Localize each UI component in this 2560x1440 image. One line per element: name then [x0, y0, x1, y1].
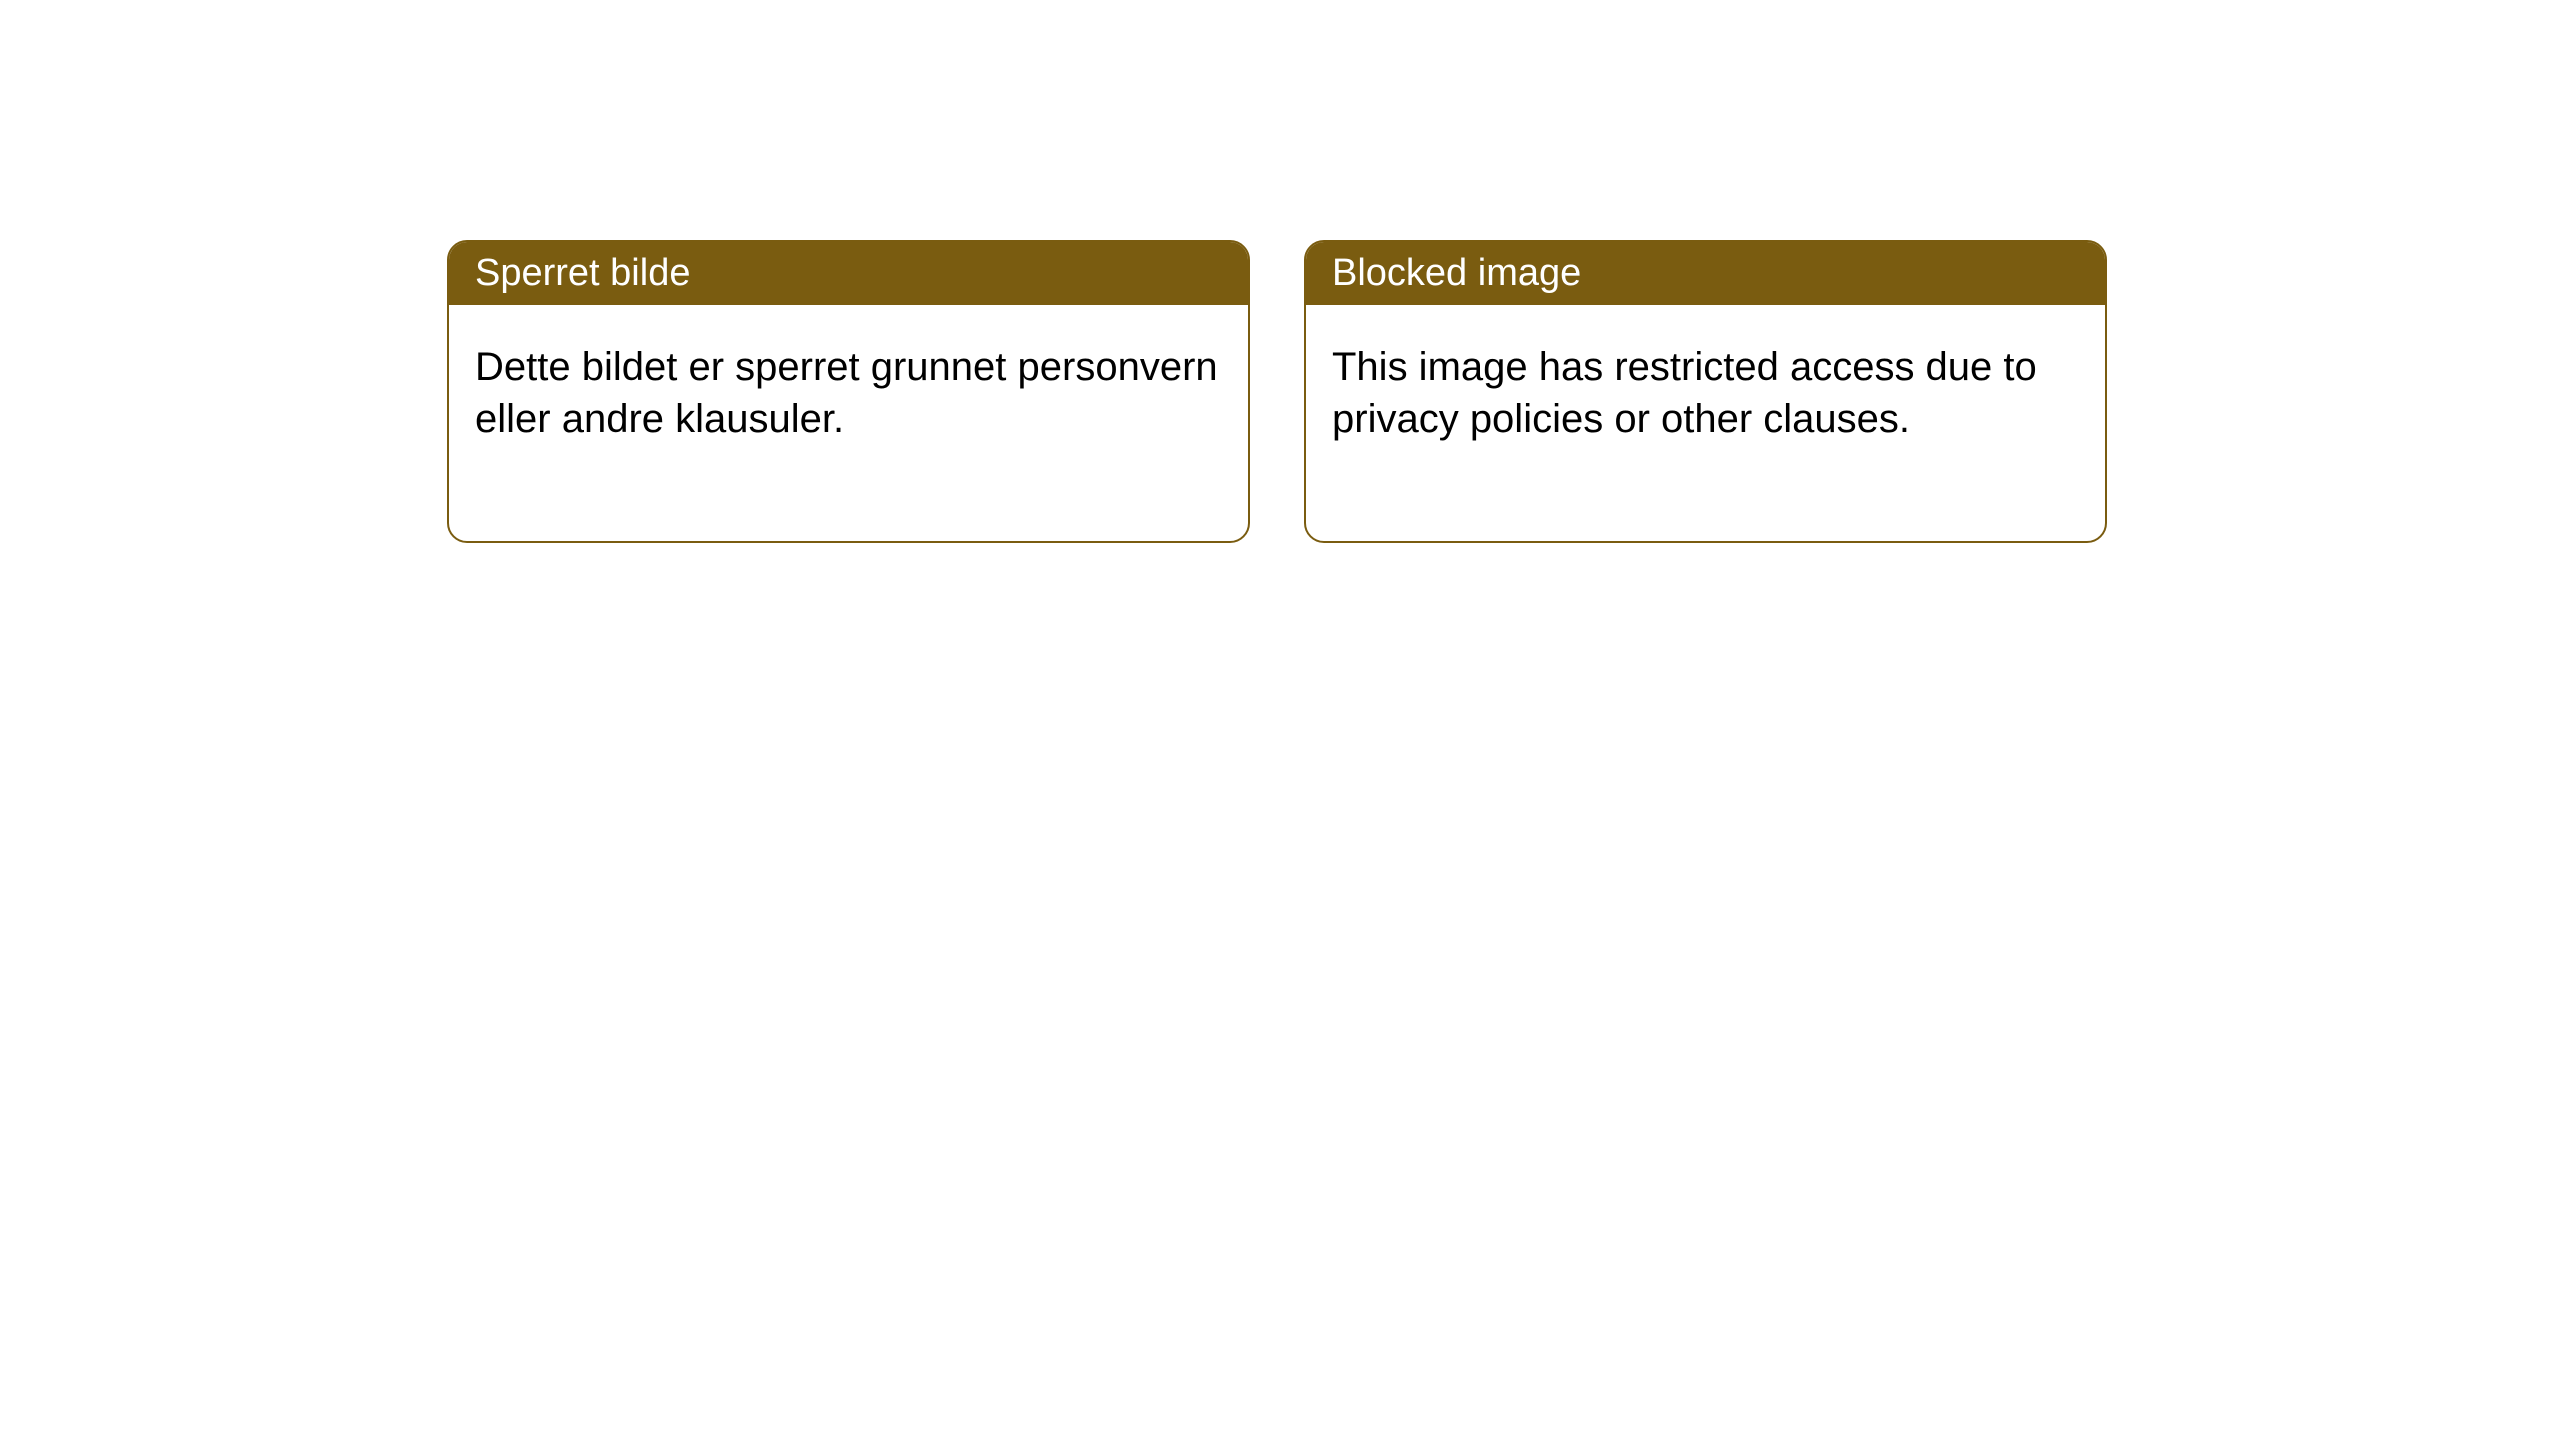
- card-body-en: This image has restricted access due to …: [1306, 305, 2105, 501]
- card-body-no: Dette bildet er sperret grunnet personve…: [449, 305, 1248, 541]
- notice-container: Sperret bilde Dette bildet er sperret gr…: [0, 0, 2560, 543]
- blocked-image-card-no: Sperret bilde Dette bildet er sperret gr…: [447, 240, 1250, 543]
- card-header-no: Sperret bilde: [449, 242, 1248, 305]
- card-header-en: Blocked image: [1306, 242, 2105, 305]
- blocked-image-card-en: Blocked image This image has restricted …: [1304, 240, 2107, 543]
